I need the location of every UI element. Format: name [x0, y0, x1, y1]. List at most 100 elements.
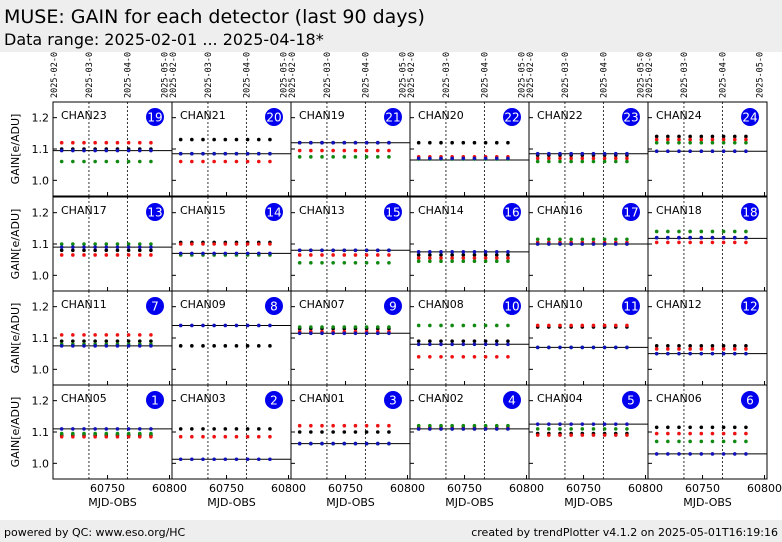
data-point: [115, 245, 120, 249]
date-tick-label: 2025-03-01: [561, 52, 571, 98]
data-point: [178, 323, 183, 328]
data-point: [375, 155, 380, 159]
data-point: [245, 251, 250, 256]
data-point: [613, 433, 618, 437]
data-point: [613, 237, 618, 242]
data-point: [245, 427, 250, 431]
data-point: [149, 339, 153, 343]
data-point: [201, 159, 205, 164]
data-point: [190, 151, 194, 156]
detector-number: 24: [742, 111, 757, 125]
data-point: [82, 140, 86, 145]
data-point: [256, 323, 261, 328]
data-point: [699, 452, 704, 456]
data-point: [268, 434, 272, 439]
data-point: [178, 242, 183, 246]
x-axis-label: MJD-OBS: [564, 496, 612, 509]
data-point: [342, 331, 347, 336]
data-point: [535, 242, 540, 246]
data-point: [331, 253, 335, 257]
data-point: [126, 248, 131, 253]
data-point: [320, 441, 324, 446]
data-point: [93, 245, 97, 249]
data-point: [268, 251, 272, 256]
data-point: [104, 140, 109, 145]
footer-powered-by: powered by QC: www.eso.org/HC: [4, 526, 186, 539]
data-point: [93, 253, 97, 257]
data-point: [666, 137, 670, 142]
data-point: [309, 423, 313, 428]
date-tick-label: 2025-02-01: [169, 52, 179, 98]
footer-created-by: created by trendPlotter v4.1.2 on 2025-0…: [471, 526, 778, 539]
data-point: [699, 431, 704, 436]
detector-number: 8: [270, 300, 278, 314]
data-point: [115, 344, 120, 348]
data-point: [115, 140, 120, 145]
data-point: [699, 235, 704, 240]
data-point: [666, 235, 670, 240]
data-point: [320, 331, 324, 336]
data-point: [580, 242, 585, 246]
data-point: [744, 240, 748, 245]
data-point: [461, 427, 466, 431]
data-point: [331, 441, 335, 446]
data-point: [375, 331, 380, 336]
data-point: [268, 242, 272, 246]
data-point: [472, 342, 477, 347]
data-point: [710, 240, 715, 245]
data-point: [201, 457, 205, 462]
data-point: [387, 430, 391, 434]
data-point: [375, 430, 380, 434]
data-point: [178, 159, 183, 164]
data-point: [82, 431, 86, 436]
data-point: [268, 323, 272, 328]
data-point: [439, 156, 443, 161]
data-point: [483, 156, 488, 161]
data-point: [591, 422, 596, 426]
data-point: [212, 427, 216, 431]
data-point: [104, 245, 109, 249]
data-point: [732, 344, 737, 348]
x-tick-label: 60750: [328, 482, 363, 495]
data-point: [450, 250, 454, 254]
date-tick-label: 2025-03-01: [204, 52, 214, 98]
data-point: [439, 427, 443, 431]
data-point: [721, 134, 726, 139]
data-point: [149, 148, 153, 153]
data-point: [375, 253, 380, 257]
data-point: [245, 344, 250, 348]
data-point: [461, 140, 466, 145]
data-point: [654, 452, 659, 456]
y-tick-label: 1.0: [32, 457, 50, 470]
data-point: [654, 344, 659, 348]
data-point: [201, 323, 205, 328]
data-point: [353, 261, 358, 265]
data-point: [744, 439, 748, 444]
detector-badge: [503, 203, 521, 221]
data-point: [93, 434, 97, 439]
y-tick-label: 1.1: [32, 238, 50, 251]
data-point: [688, 235, 692, 240]
detector-number: 1: [151, 394, 159, 408]
y-axis-label: GAIN[e/ADU]: [9, 114, 22, 185]
data-point: [342, 248, 347, 253]
detector-number: 19: [147, 111, 162, 125]
data-point: [297, 441, 302, 446]
data-point: [547, 323, 551, 328]
data-point: [699, 140, 704, 145]
data-point: [353, 325, 358, 329]
data-point: [654, 240, 659, 245]
data-point: [439, 355, 443, 359]
data-point: [126, 427, 131, 431]
data-point: [744, 235, 748, 240]
data-point: [569, 433, 573, 437]
x-tick-label: 60800: [509, 482, 544, 495]
data-point: [699, 134, 704, 139]
channel-label: CHAN20: [418, 109, 464, 122]
data-point: [472, 259, 477, 264]
channel-label: CHAN07: [299, 298, 345, 311]
channel-label: CHAN08: [418, 298, 464, 311]
data-point: [613, 345, 618, 350]
x-tick-label: 60750: [447, 482, 482, 495]
data-point: [744, 351, 748, 356]
